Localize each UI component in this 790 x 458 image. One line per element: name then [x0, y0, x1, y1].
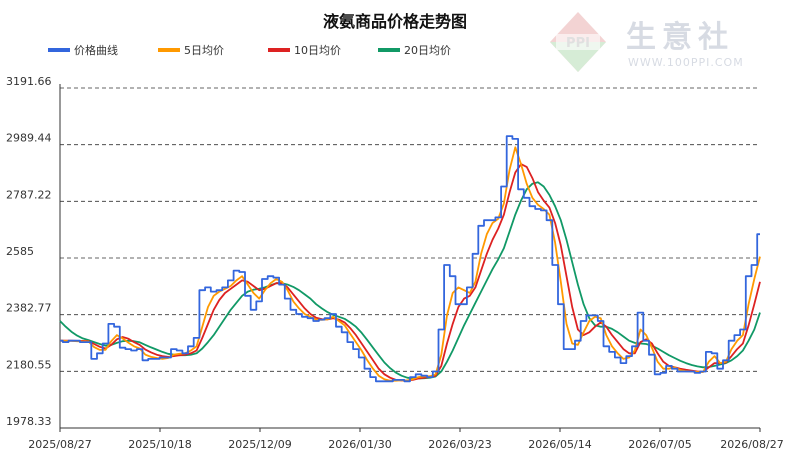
series-price-line — [60, 135, 760, 383]
x-tick-label: 2026/01/30 — [328, 438, 391, 451]
x-tick-label: 2026/03/23 — [428, 438, 491, 451]
y-tick-label: 2989.44 — [6, 132, 52, 145]
x-tick-label: 2026/08/27 — [720, 438, 783, 451]
axis-layer: 1978.33 2180.55 2382.77 2585 2787.22 2989.44 3… — [6, 75, 784, 451]
series-ma10-line — [60, 163, 761, 382]
legend-swatch-price — [48, 48, 70, 52]
y-tick-label: 2180.55 — [6, 358, 52, 371]
x-tick-label: 2025/08/27 — [28, 438, 91, 451]
watermark-url: WWW.100PPI.COM — [628, 56, 744, 69]
legend-item-ma20[interactable]: 20日均价 — [378, 42, 451, 58]
y-tick-label: 1978.33 — [6, 415, 52, 428]
x-tick-label: 2025/12/09 — [228, 438, 291, 451]
legend-item-ma10[interactable]: 10日均价 — [268, 42, 341, 58]
legend-label-price: 价格曲线 — [74, 44, 118, 57]
watermark-logo-icon: PPI — [550, 12, 606, 72]
watermark: PPI 生意社 WWW.100PPI.COM — [548, 8, 758, 78]
watermark-brand: 生意社 — [626, 20, 734, 55]
legend-item-ma5[interactable]: 5日均价 — [158, 42, 224, 58]
y-tick-label: 2585 — [6, 245, 34, 258]
x-tick-label: 2026/05/14 — [528, 438, 591, 451]
legend-swatch-ma10 — [268, 48, 290, 52]
y-tick-label: 2382.77 — [6, 302, 52, 315]
legend-label-ma20: 20日均价 — [404, 44, 451, 57]
legend-swatch-ma5 — [158, 48, 180, 52]
legend-item-price[interactable]: 价格曲线 — [48, 42, 118, 58]
legend-label-ma10: 10日均价 — [294, 44, 341, 57]
y-tick-label: 2787.22 — [6, 188, 52, 201]
watermark-logo-letters: PPI — [566, 36, 590, 51]
y-tick-label: 3191.66 — [6, 75, 52, 88]
legend-label-ma5: 5日均价 — [184, 44, 224, 57]
series-ma5-line — [59, 146, 761, 382]
legend-swatch-ma20 — [378, 48, 400, 52]
x-tick-label: 2025/10/18 — [128, 438, 191, 451]
x-tick-label: 2026/07/05 — [628, 438, 691, 451]
series-layer — [59, 135, 761, 383]
chart-title: 液氨商品价格走势图 — [322, 12, 467, 31]
